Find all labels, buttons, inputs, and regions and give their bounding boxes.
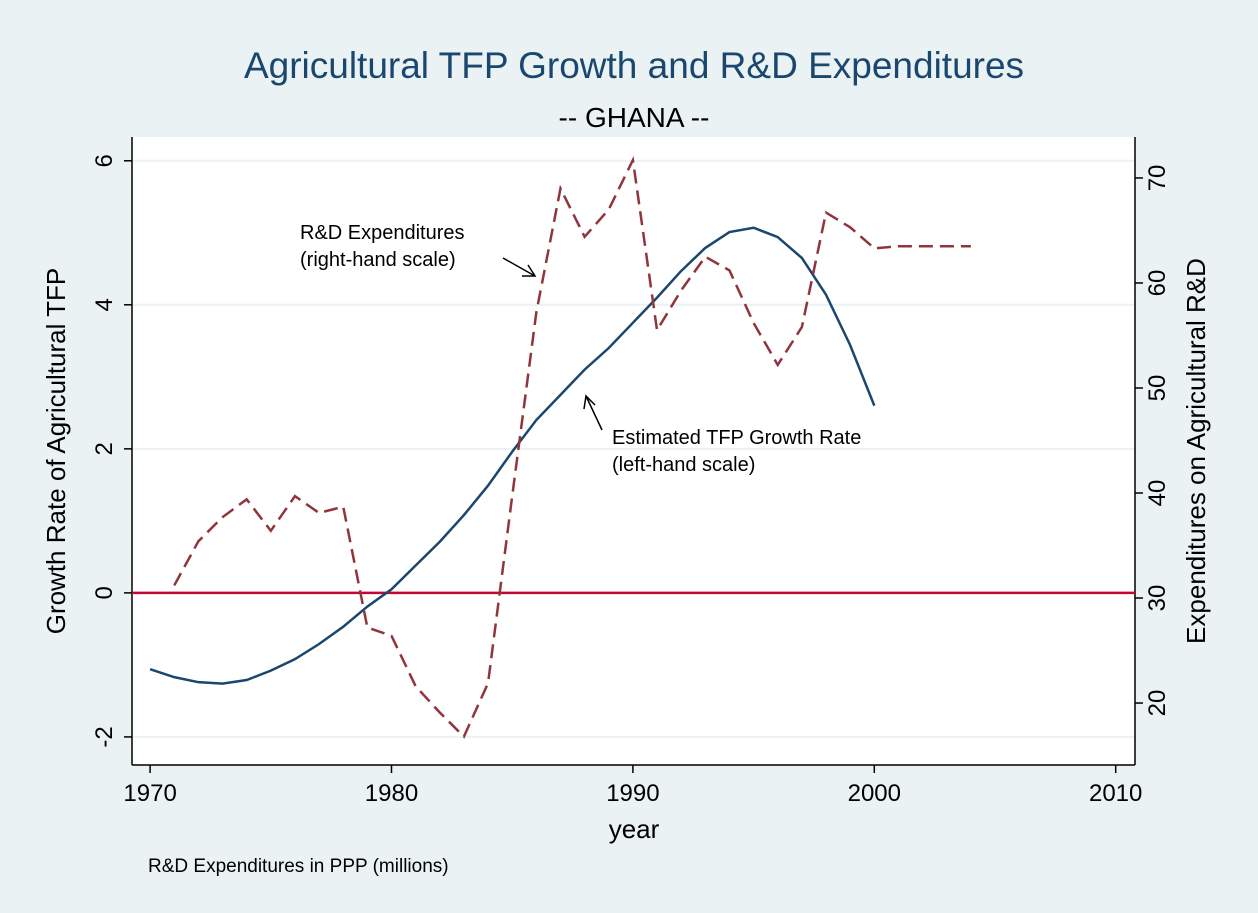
x-tick-label: 2010 (1089, 780, 1142, 807)
y-tick-label: 6 (91, 154, 118, 167)
plot-area (132, 137, 1135, 765)
arrow-head (583, 394, 596, 410)
y2-axis-title: Expenditures on Agricultural R&D (1181, 258, 1211, 644)
annotation: (left-hand scale) (612, 454, 755, 476)
series-line (149, 226, 876, 685)
annotation: Estimated TFP Growth Rate (612, 427, 861, 449)
arrow (585, 395, 603, 431)
chart-title: Agricultural TFP Growth and R&D Expendit… (244, 45, 1024, 86)
annotation: (right-hand scale) (300, 249, 456, 271)
y2-tick-label: 70 (1144, 165, 1171, 192)
x-axis-title: year (609, 814, 660, 844)
y2-tick-label: 40 (1144, 480, 1171, 507)
y-tick-label: -2 (91, 726, 118, 747)
y2-tick-label: 20 (1144, 690, 1171, 717)
y-tick-label: 0 (91, 586, 118, 599)
y-tick-label: 4 (91, 298, 118, 311)
note: R&D Expenditures in PPP (millions) (148, 856, 449, 877)
x-tick-label: 1970 (123, 780, 176, 807)
series-line (173, 155, 971, 739)
y2-tick-label: 30 (1144, 585, 1171, 612)
x-tick-label: 1980 (365, 780, 418, 807)
arrow (502, 257, 536, 277)
chart-subtitle: -- GHANA -- (559, 102, 710, 133)
y-axis-title: Growth Rate of Agricultural TFP (41, 268, 71, 635)
y-tick-label: 2 (91, 442, 118, 455)
annotation: R&D Expenditures (300, 222, 465, 244)
annotation-arrows (502, 257, 603, 431)
arrow-head (522, 264, 537, 277)
y2-tick-label: 60 (1144, 270, 1171, 297)
x-tick-label: 2000 (848, 780, 901, 807)
y2-tick-label: 50 (1144, 375, 1171, 402)
x-tick-label: 1990 (606, 780, 659, 807)
